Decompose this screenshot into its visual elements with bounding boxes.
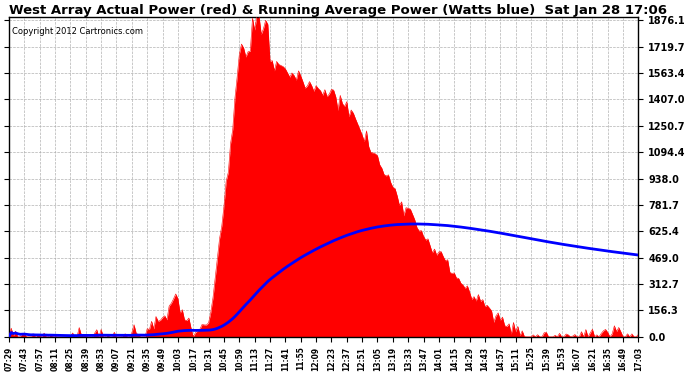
Text: West Array Actual Power (red) & Running Average Power (Watts blue)  Sat Jan 28 1: West Array Actual Power (red) & Running …	[9, 4, 667, 17]
Text: Copyright 2012 Cartronics.com: Copyright 2012 Cartronics.com	[12, 27, 144, 36]
